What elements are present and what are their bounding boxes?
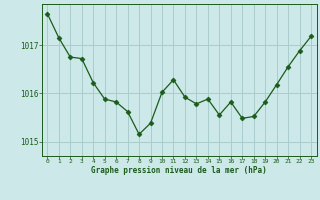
X-axis label: Graphe pression niveau de la mer (hPa): Graphe pression niveau de la mer (hPa): [91, 166, 267, 175]
